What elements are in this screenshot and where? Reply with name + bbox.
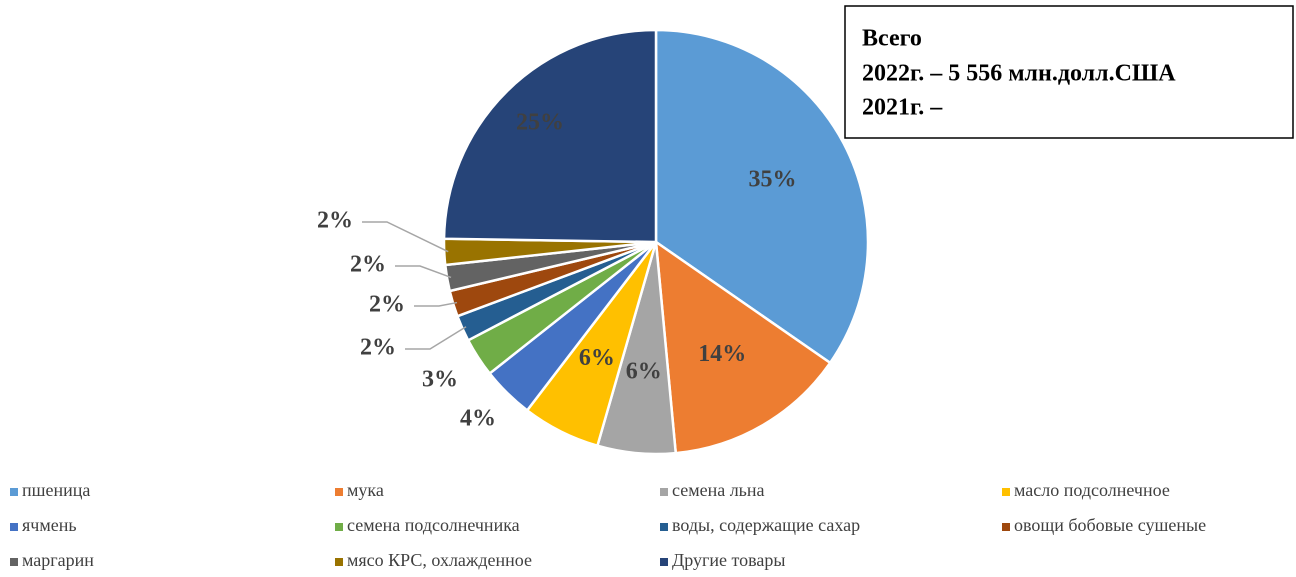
annotation-line: Всего xyxy=(862,26,922,52)
legend-swatch xyxy=(660,523,668,531)
data-label: 4% xyxy=(460,406,496,432)
legend-label: пшеница xyxy=(22,480,90,500)
legend-label: масло подсолнечное xyxy=(1014,480,1170,500)
data-label: 6% xyxy=(579,345,615,371)
legend-swatch xyxy=(10,488,18,496)
data-label: 3% xyxy=(422,367,458,393)
data-label: 35% xyxy=(748,167,796,193)
legend-swatch xyxy=(1002,523,1010,531)
legend-label: семена льна xyxy=(672,480,765,500)
data-label: 25% xyxy=(516,110,564,136)
legend-label: мясо КРС, охлажденное xyxy=(347,550,532,570)
legend-swatch xyxy=(335,558,343,566)
legend-swatch xyxy=(10,523,18,531)
legend-swatch xyxy=(660,488,668,496)
data-label: 2% xyxy=(317,208,353,234)
legend-label: Другие товары xyxy=(672,550,786,570)
annotation-line: 2022г. – 5 556 млн.долл.США xyxy=(862,61,1176,87)
legend-swatch xyxy=(335,488,343,496)
data-label: 2% xyxy=(350,252,386,278)
data-label: 2% xyxy=(369,292,405,318)
legend-swatch xyxy=(660,558,668,566)
legend-swatch xyxy=(1002,488,1010,496)
legend-label: ячмень xyxy=(22,515,77,535)
legend-label: воды, содержащие сахар xyxy=(672,515,860,535)
pie-slice xyxy=(442,28,658,244)
legend-swatch xyxy=(10,558,18,566)
annotation-line: 2021г. – xyxy=(862,95,943,121)
leader-line xyxy=(405,326,467,350)
data-label: 2% xyxy=(360,335,396,361)
pie-slice xyxy=(654,239,832,455)
leader-line xyxy=(414,301,458,307)
legend-label: овощи бобовые сушеные xyxy=(1014,515,1206,535)
annotation-box xyxy=(844,5,1294,139)
legend-label: маргарин xyxy=(22,550,94,570)
legend-label: семена подсолнечника xyxy=(347,515,520,535)
legend-swatch xyxy=(335,523,343,531)
leader-line xyxy=(362,221,449,253)
pie-slice xyxy=(654,28,870,365)
data-label: 14% xyxy=(698,341,746,367)
legend-label: мука xyxy=(347,480,384,500)
leader-line xyxy=(395,265,452,279)
data-label: 6% xyxy=(626,358,662,384)
